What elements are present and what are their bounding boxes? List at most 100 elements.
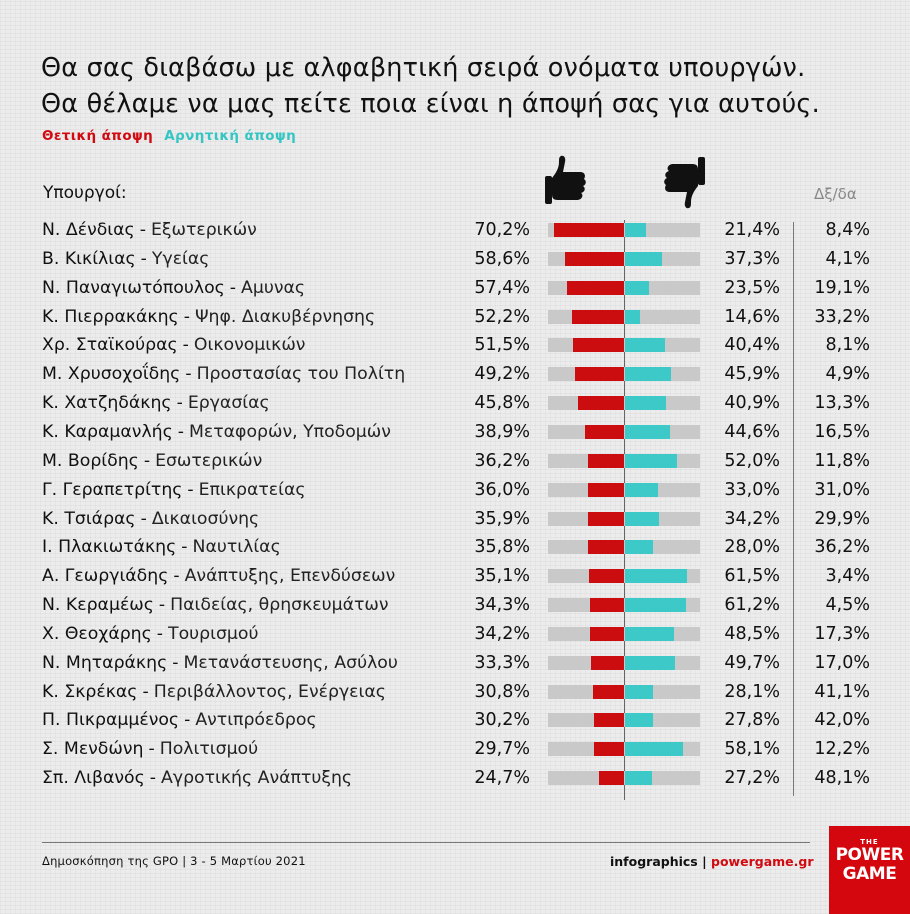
positive-bar [599,771,624,786]
negative-value: 28,0% [724,537,780,558]
minister-name: Κ. Τσιάρας [42,508,136,529]
dk-value: 41,1% [814,681,870,702]
ministry-name: Προστασίας του Πολίτη [196,364,406,385]
row-label: Κ. Χατζηδάκης - Εργασίας [42,393,270,413]
minister-name: Σπ. Λιβανός [42,768,145,789]
separator: - [185,364,192,385]
negative-bar [625,251,663,266]
bar-track [548,453,700,468]
minister-name: Κ. Χατζηδάκης [42,393,172,414]
negative-value: 40,4% [724,335,780,356]
ministry-name: Παιδείας, θρησκευμάτων [170,595,389,616]
negative-bar [625,626,674,641]
separator: - [173,566,180,587]
positive-bar [589,598,624,613]
logo-top: THE [860,838,879,846]
dk-value: 29,9% [814,508,870,529]
negative-value: 14,6% [724,306,780,327]
bar-track [548,367,700,382]
legend-positive: Θετική άποψη [42,128,154,144]
bar-track [548,684,700,699]
positive-value: 52,2% [474,306,530,327]
negative-bar [625,453,677,468]
ministry-name: Αντιπρόεδρος [195,710,317,731]
negative-value: 61,2% [724,595,780,616]
dk-value: 4,9% [825,364,870,385]
negative-value: 21,4% [724,220,780,240]
negative-bar [625,598,687,613]
dk-value: 13,3% [814,393,870,414]
ministry-name: Εξωτερικών [150,220,257,240]
footer-credit-link[interactable]: powergame.gr [711,854,814,869]
separator: - [142,681,149,702]
negative-bar [625,424,670,439]
dk-divider [793,222,794,796]
title-line-1: Θα σας διαβάσω με αλφαβητική σειρά ονόμα… [41,53,806,83]
bar-track [548,540,700,555]
ministry-name: Ψηφ. Διακυβέρνησης [194,306,376,327]
positive-bar [566,280,624,295]
separator: - [184,710,191,731]
logo-line-2: GAME [842,864,897,884]
positive-bar [572,338,624,353]
row-label: Γ. Γεραπετρίτης - Επικρατείας [42,480,306,500]
minister-name: Π. Πικραμμένος [42,710,180,731]
dk-value: 17,3% [814,623,870,644]
positive-bar [588,569,624,584]
ministry-name: Υγείας [151,248,210,269]
logo-line-1: POWER [835,845,904,865]
minister-name: Ν. Μηταράκης [42,652,168,673]
positive-value: 38,9% [474,421,530,442]
ministry-name: Εσωτερικών [155,450,263,471]
dk-value: 11,8% [814,450,870,471]
separator: - [229,277,237,298]
positive-value: 45,8% [474,393,530,414]
bar-track [548,511,700,526]
minister-name: Κ. Σκρέκας [42,681,138,702]
negative-value: 40,9% [724,393,780,414]
row-label: Ν. Κεραμέως - Παιδείας, θρησκευμάτων [42,595,389,615]
positive-bar [578,396,624,411]
dk-value: 8,4% [825,220,870,240]
negative-bar [625,713,653,728]
positive-bar [585,424,624,439]
thumbs-up-icon [545,155,586,204]
row-label: Σπ. Λιβανός - Αγροτικής Ανάπτυξης [42,768,352,788]
negative-value: 44,6% [724,421,780,442]
separator: - [140,248,147,269]
negative-bar [625,223,647,237]
legend: Θετική άποψη Αρνητική άποψη [42,128,296,144]
negative-bar [625,684,654,699]
negative-value: 37,3% [724,248,780,269]
positive-value: 70,2% [474,220,530,240]
footer-credit: infographics | powergame.gr [610,854,814,869]
footer-divider [42,842,810,843]
row-label: Κ. Καραμανλής - Μεταφορών, Υποδομών [42,422,391,442]
bar-track [548,482,700,497]
negative-bar [625,540,653,555]
negative-value: 23,5% [724,277,780,298]
positive-value: 30,8% [474,681,530,702]
separator: - [158,595,166,616]
positive-bar [553,223,624,237]
bar-track [548,309,700,324]
minister-name: Μ. Χρυσοχοΐδης [42,364,181,385]
positive-value: 30,2% [474,710,530,731]
positive-value: 34,2% [474,623,530,644]
positive-value: 51,5% [474,335,530,356]
dk-value: 4,1% [825,248,870,269]
ministry-name: Τουρισμού [168,623,259,644]
bar-track [548,771,700,786]
separator: - [148,739,155,760]
row-label: Ν. Παναγιωτόπουλος - Αμυνας [42,278,305,298]
chart-title: Θα σας διαβάσω με αλφαβητική σειρά ονόμα… [41,50,891,122]
dk-value: 33,2% [814,306,870,327]
center-axis [624,220,625,800]
separator: - [149,768,157,789]
footer-credit-prefix: infographics | [610,854,712,869]
separator: - [140,508,147,529]
positive-bar [593,684,624,699]
minister-name: Χ. Θεοχάρης [42,623,152,644]
power-game-logo: THE POWER GAME [829,826,910,914]
bar-track [548,424,700,439]
